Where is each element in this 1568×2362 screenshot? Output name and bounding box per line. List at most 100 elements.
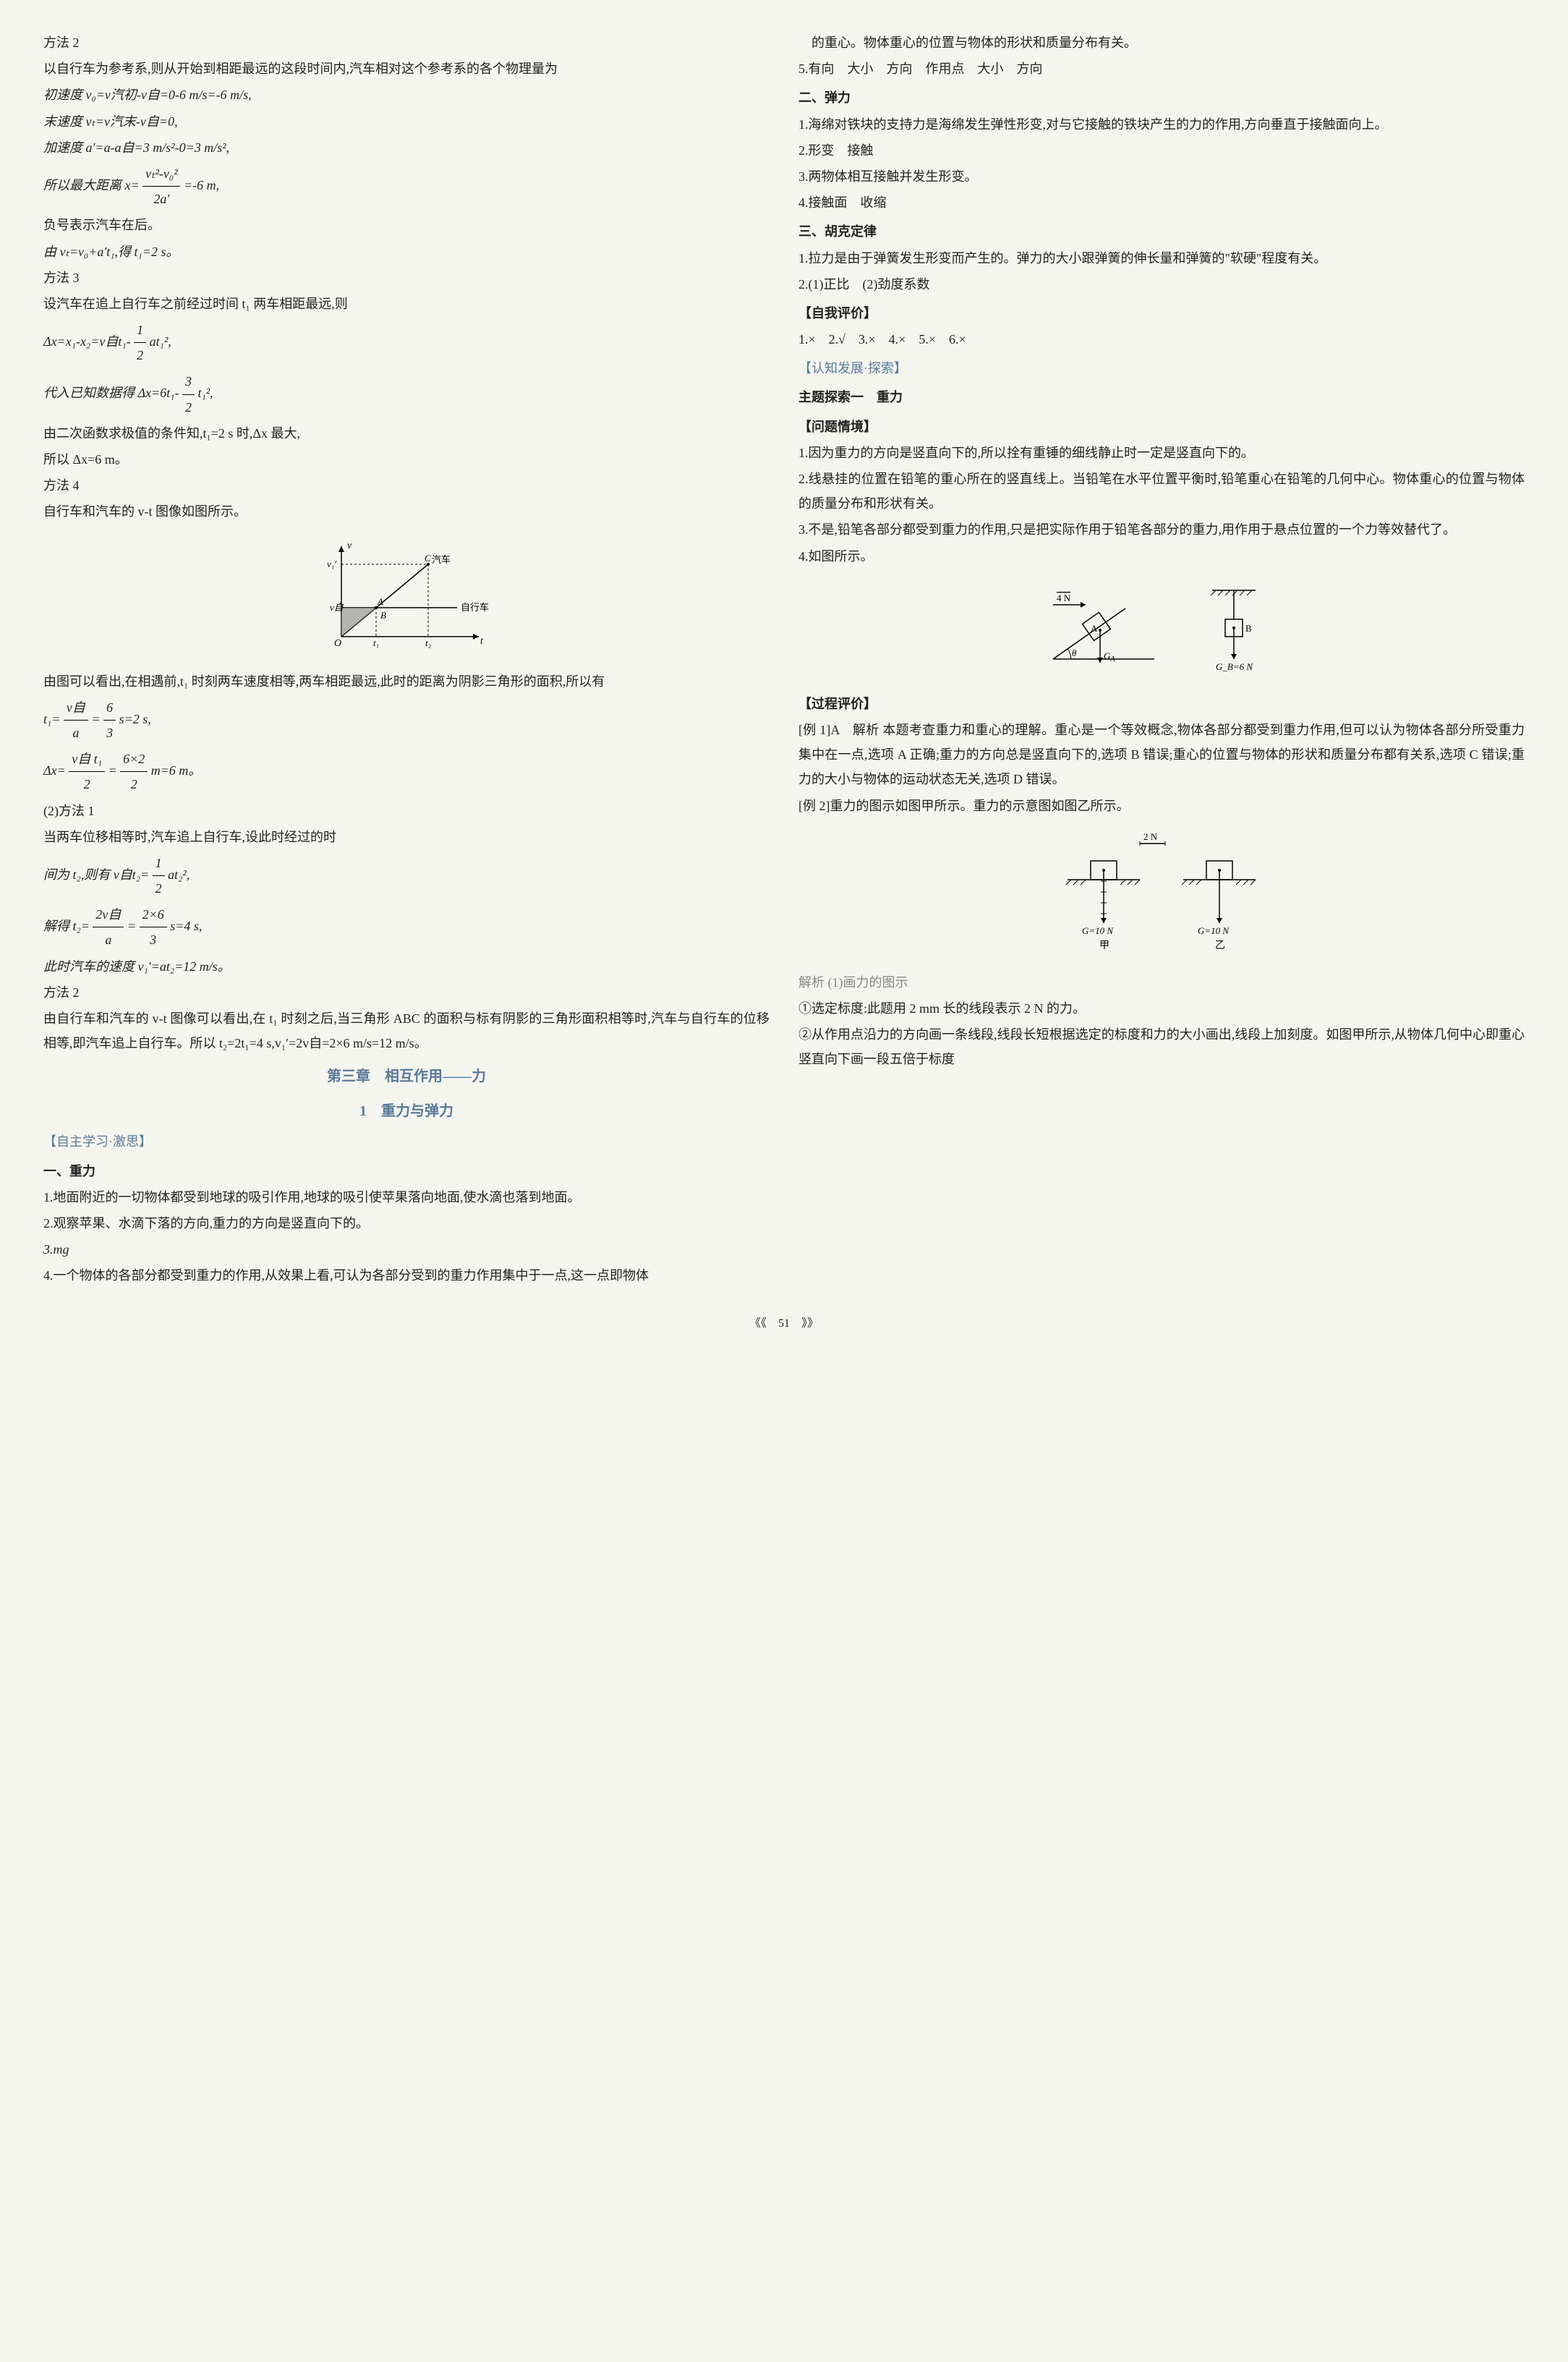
frac-va-a: v自a: [64, 695, 88, 745]
svg-text:t₂: t₂: [425, 637, 432, 648]
page-number-deco-left: 《《: [749, 1317, 770, 1330]
self-eval-ans: 1.× 2.√ 3.× 4.× 5.× 6.×: [798, 327, 1525, 352]
gb-label: G_B=6 N: [1216, 661, 1253, 672]
pre: 间为 t₂,则有 v自t₂=: [43, 867, 149, 882]
eq-t1-again: t₁= v自a = 63 s=2 s,: [43, 695, 770, 745]
d: 2: [69, 772, 105, 796]
dx-pre: Δx=: [43, 763, 66, 778]
eq-accel: 加速度 a′=a-a自=3 m/s²-0=3 m/s²,: [43, 135, 770, 160]
gravity-4: 4.一个物体的各部分都受到重力的作用,从效果上看,可认为各部分受到的重力作用集中…: [43, 1263, 770, 1288]
scale-2n: 2 N: [1143, 831, 1158, 842]
method-2b-head: 方法 2: [43, 980, 770, 1005]
hatching-jia: [1066, 880, 1140, 885]
dx-post: m=6 m。: [151, 763, 202, 778]
sit-4: 4.如图所示。: [798, 544, 1525, 569]
eq-deltax: Δx=x₁-x₂=v自t₁- 1 2 at₁²,: [43, 318, 770, 368]
self-eval-head: 【自我评价】: [798, 301, 1525, 326]
eq: =: [127, 919, 136, 933]
eq-deltax-sub: 代入已知数据得 Δx=6t₁- 3 2 t₁²,: [43, 369, 770, 419]
svg-text:v₁′: v₁′: [327, 558, 336, 569]
g10-yi: G=10 N: [1198, 925, 1230, 936]
n: 6×2: [120, 747, 148, 772]
hatching-yi: [1182, 880, 1256, 885]
eq-t2-solve: 解得 t₂= 2v自a = 2×63 s=4 s,: [43, 902, 770, 952]
svg-text:GA: GA: [1104, 650, 1115, 663]
eq: =: [91, 712, 100, 726]
analysis-head: 解析 (1)画力的图示: [798, 970, 1525, 995]
post: s=4 s,: [170, 919, 202, 933]
svg-text:v自: v自: [330, 602, 344, 613]
eq-deltax-post: at₁²,: [150, 334, 171, 349]
t1-pre: t₁=: [43, 712, 60, 726]
hooke-1: 1.拉力是由于弹簧发生形变而产生的。弹力的大小跟弹簧的伸长量和弹簧的"软硬"程度…: [798, 246, 1525, 271]
frac-26-3: 2×63: [140, 902, 167, 952]
method-4-head: 方法 4: [43, 473, 770, 498]
chart-bike-label: 自行车: [461, 602, 489, 613]
frac-num: vₜ²-v₀²: [142, 161, 180, 187]
page-content: 方法 2 以自行车为参考系,则从开始到相距最远的这段时间内,汽车相对这个参考系的…: [43, 29, 1525, 1290]
sit-2: 2.线悬挂的位置在铅笔的重心所在的竖直线上。当铅笔在水平位置平衡时,铅笔重心在铅…: [798, 467, 1525, 516]
quadratic-note: 由二次函数求极值的条件知,t₁=2 s 时,Δx 最大,: [43, 421, 770, 446]
method-2b-body: 由自行车和汽车的 v-t 图像可以看出,在 t₁ 时刻之后,当三角形 ABC 的…: [43, 1006, 770, 1055]
frac-2v-a: 2v自a: [93, 902, 124, 952]
graph-interp: 由图可以看出,在相遇前,t₁ 时刻两车速度相等,两车相距最远,此时的距离为阴影三…: [43, 669, 770, 694]
method-2-desc: 以自行车为参考系,则从开始到相距最远的这段时间内,汽车相对这个参考系的各个物理量…: [43, 56, 770, 81]
vt-chart: v t O 自行车 汽车 v自 v₁′ t₁ t₂ A B C: [312, 535, 500, 658]
equal-disp: 当两车位移相等时,汽车追上自行车,设此时经过的时: [43, 825, 770, 849]
frac-num-1: 1: [134, 318, 146, 343]
force-4n-label: 4 N: [1057, 592, 1071, 603]
example-1: [例 1]A 解析 本题考查重力和重心的理解。重心是一个等效概念,物体各部分都受…: [798, 718, 1525, 792]
chart-car-label: 汽车: [432, 554, 451, 565]
frac-3-2: 3 2: [182, 369, 195, 419]
eq-deltax-sub-post: t₁²,: [197, 386, 213, 400]
chapter-title: 第三章 相互作用——力: [43, 1063, 770, 1090]
eq: =: [108, 763, 116, 778]
self-study-head: 【自主学习·激思】: [43, 1129, 770, 1154]
frac-den-2: 2: [134, 343, 146, 368]
svg-text:θ: θ: [1072, 647, 1077, 658]
step-1: ①选定标度:此题用 2 mm 长的线段表示 2 N 的力。: [798, 996, 1525, 1021]
eq-t2-setup: 间为 t₂,则有 v自t₂= 12 at₂²,: [43, 851, 770, 901]
d: a: [93, 927, 124, 952]
n: 2v自: [93, 902, 124, 927]
d: 2: [153, 876, 165, 901]
part2-method1: (2)方法 1: [43, 799, 770, 823]
svg-text:B: B: [1245, 623, 1252, 634]
left-column: 方法 2 以自行车为参考系,则从开始到相距最远的这段时间内,汽车相对这个参考系的…: [43, 29, 770, 1290]
elastic-3: 3.两物体相互接触并发生形变。: [798, 164, 1525, 189]
section-title: 1 重力与弹力: [43, 1097, 770, 1125]
elastic-head: 二、弹力: [798, 85, 1525, 110]
hooke-2: 2.(1)正比 (2)劲度系数: [798, 272, 1525, 297]
g10-jia: G=10 N: [1082, 925, 1114, 936]
deltax-result: 所以 Δx=6 m。: [43, 447, 770, 472]
svg-text:t₁: t₁: [373, 637, 379, 648]
svg-text:C: C: [425, 553, 431, 564]
frac-vat-2: v自 t₁2: [69, 747, 105, 796]
d: 2: [120, 772, 148, 796]
eq-maxdist-pre: 所以最大距离 x=: [43, 178, 140, 192]
frac-1-2: 12: [153, 851, 165, 901]
incline-hang-diagram: θ A 4 N GA B: [1031, 579, 1292, 681]
eq-deltax-pre: Δx=x₁-x₂=v自t₁-: [43, 334, 131, 349]
n: 1: [153, 851, 165, 876]
page-number-deco-right: 》》: [801, 1317, 819, 1330]
car-speed: 此时汽车的速度 v₁′=at₂=12 m/s。: [43, 954, 770, 979]
svg-text:v: v: [347, 540, 352, 551]
frac-half: 1 2: [134, 318, 146, 368]
post: at₂²,: [168, 867, 189, 882]
svg-text:B: B: [380, 610, 386, 621]
svg-text:t: t: [480, 636, 484, 647]
eq-maxdist-post: =-6 m,: [184, 178, 219, 192]
frac-num-3: 3: [182, 369, 195, 394]
elastic-2: 2.形变 接触: [798, 138, 1525, 163]
d: a: [64, 721, 88, 745]
hooke-head: 三、胡克定律: [798, 219, 1525, 244]
page-number: 51: [770, 1312, 798, 1336]
situation-head: 【问题情境】: [798, 415, 1525, 439]
d: 3: [140, 927, 167, 952]
gravity-5: 5.有向 大小 方向 作用点 大小 方向: [798, 56, 1525, 81]
svg-text:A: A: [377, 596, 383, 607]
explore-head: 【认知发展·探索】: [798, 356, 1525, 381]
force-diagram: 2 N G=10 N 甲: [1039, 829, 1284, 959]
sit-3: 3.不是,铅笔各部分都受到重力的作用,只是把实际作用于铅笔各部分的重力,用作用于…: [798, 517, 1525, 542]
